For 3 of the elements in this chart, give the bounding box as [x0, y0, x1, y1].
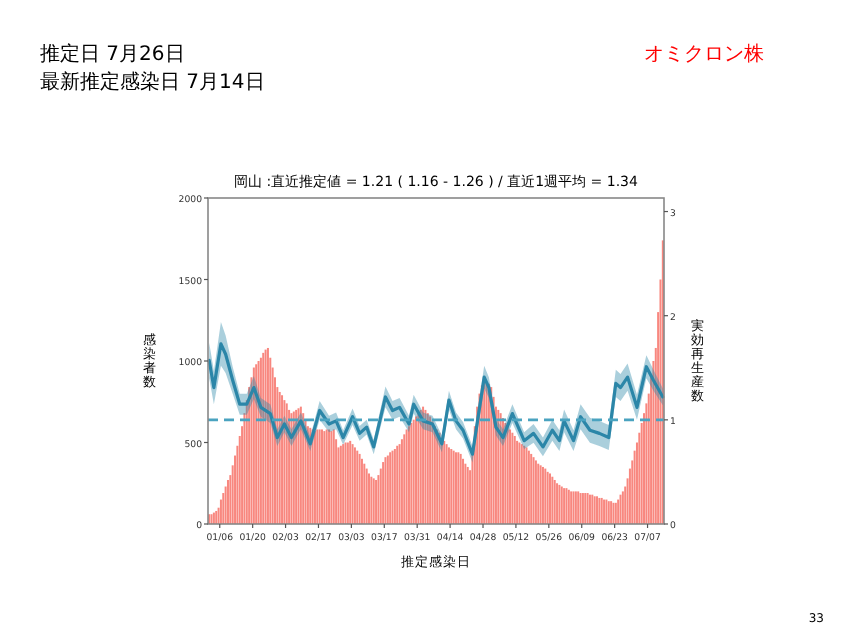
text: 最新推定感染日 7月14日 [40, 70, 265, 94]
text: オミクロン株 [644, 42, 764, 66]
text: 推定日 7月26日 [40, 42, 185, 66]
